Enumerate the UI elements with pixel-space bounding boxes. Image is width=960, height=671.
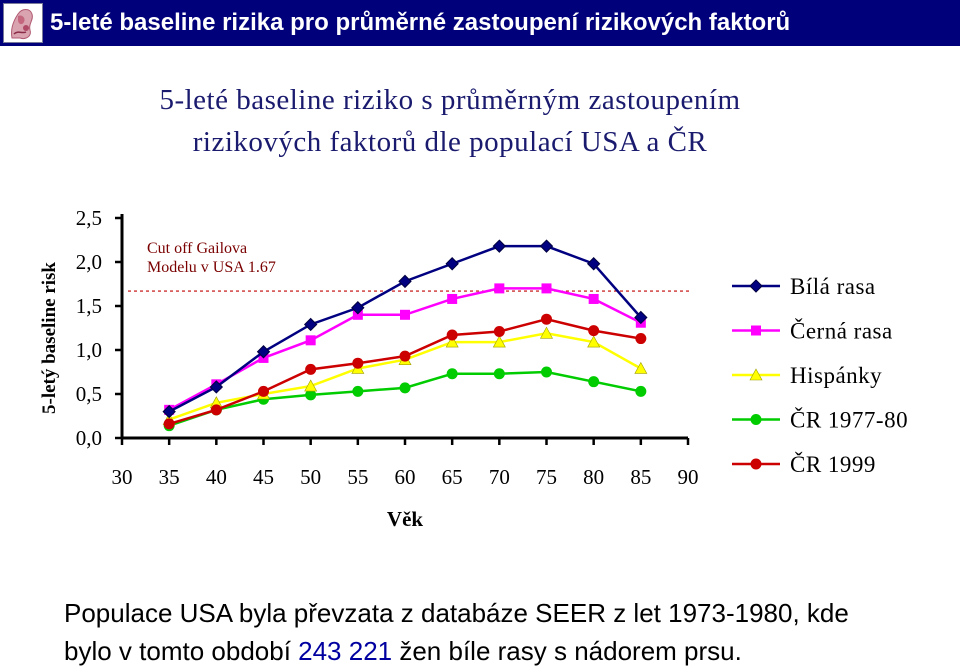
cutoff-label-line-1: Cut off Gailova: [147, 240, 247, 257]
x-tick-label: 65: [442, 465, 463, 489]
footer-line-2-end: žen bíle rasy s nádorem prsu.: [392, 636, 742, 666]
data-point: [305, 335, 316, 346]
data-point: [588, 325, 600, 337]
legend-marker: [750, 414, 762, 425]
data-point: [398, 274, 412, 289]
data-point: [588, 293, 599, 304]
data-point: [586, 257, 601, 271]
data-point: [445, 257, 459, 271]
x-axis-label: Věk: [387, 507, 423, 531]
data-point: [634, 361, 648, 374]
data-point: [305, 363, 317, 375]
data-point: [352, 309, 363, 320]
footer-line-1: Populace USA byla převzata z databáze SE…: [64, 598, 849, 628]
x-tick-label: 55: [347, 465, 368, 489]
data-point: [445, 335, 459, 348]
x-tick-label: 85: [630, 465, 651, 489]
data-point: [541, 283, 552, 294]
data-point: [539, 239, 554, 253]
data-point: [399, 382, 411, 394]
footer-note: Populace USA byla převzata z databáze SE…: [64, 594, 954, 670]
footer-line-2: bylo v tomto období 243 221 žen bíle ras…: [64, 632, 954, 670]
x-tick-label: 90: [678, 465, 699, 489]
legend-marker: [749, 279, 763, 293]
legend-label: ČR 1977-80: [790, 407, 908, 433]
data-point: [210, 404, 222, 416]
data-point: [352, 357, 364, 369]
header-bar: 5-leté baseline rizika pro průměrné zast…: [0, 0, 960, 46]
footer-highlight-number: 243 221: [298, 636, 393, 666]
data-point: [209, 380, 224, 394]
data-point: [399, 350, 411, 362]
data-point: [539, 326, 554, 339]
data-point: [635, 385, 647, 397]
logo-icon: [3, 3, 43, 43]
data-point: [351, 301, 365, 315]
data-point: [303, 317, 318, 332]
chart-title-line-2: rizikových faktorů dle populací USA a ČR: [192, 126, 708, 158]
data-point: [304, 379, 318, 392]
data-point: [447, 293, 458, 304]
legend-label: Hispánky: [790, 363, 882, 388]
data-point: [494, 283, 505, 294]
data-point: [305, 389, 317, 401]
data-point: [634, 310, 648, 325]
data-point: [162, 404, 176, 419]
data-point: [446, 329, 458, 341]
data-point: [446, 368, 458, 380]
x-tick-label: 80: [583, 465, 604, 489]
legend-label: ČR 1999: [790, 451, 876, 477]
data-point: [492, 335, 506, 348]
data-point: [635, 333, 647, 345]
data-point: [256, 345, 271, 359]
data-point: [493, 326, 505, 338]
legend-marker: [749, 368, 763, 381]
x-tick-label: 70: [489, 465, 510, 489]
x-tick-label: 35: [159, 465, 180, 489]
chart-title-line-1: 5-leté baseline riziko s průměrným zasto…: [159, 84, 741, 116]
data-point: [541, 313, 552, 325]
footer-line-2-start: bylo v tomto období: [64, 636, 299, 666]
data-point: [492, 239, 507, 253]
data-point: [258, 385, 269, 397]
x-tick-label: 60: [395, 465, 416, 489]
data-point: [400, 309, 410, 320]
x-tick-label: 40: [206, 465, 227, 489]
y-axis-label: 5-letý baseline risk: [39, 262, 60, 414]
y-tick-label: 2,5: [76, 206, 102, 230]
data-point: [493, 368, 505, 380]
data-point: [541, 366, 552, 378]
x-tick-label: 50: [300, 465, 321, 489]
data-point: [163, 418, 175, 430]
line-chart: 0,0 0,5 1,0 1,5 2,0 2,5 30 35 40 45 50 55 60 65 70 75 80…: [39, 206, 908, 531]
x-tick-label: 45: [253, 465, 274, 489]
header-title: 5-leté baseline rizika pro průměrné zast…: [50, 9, 791, 36]
y-tick-label: 0,0: [76, 426, 102, 450]
x-tick-label: 75: [536, 465, 557, 489]
y-tick-label: 2,0: [76, 250, 102, 274]
legend-marker: [750, 458, 762, 470]
legend-marker: [751, 325, 761, 336]
y-tick-label: 0,5: [76, 382, 102, 406]
y-tick-label: 1,5: [76, 294, 102, 318]
legend-label: Černá rasa: [790, 318, 893, 344]
data-point: [588, 376, 600, 388]
x-tick-label: 30: [112, 465, 133, 489]
y-tick-label: 1,0: [76, 338, 102, 362]
cutoff-label-line-2: Modelu v USA 1.67: [147, 259, 276, 276]
data-point: [352, 385, 364, 397]
data-point: [587, 335, 601, 348]
legend-label: Bílá rasa: [790, 274, 876, 299]
